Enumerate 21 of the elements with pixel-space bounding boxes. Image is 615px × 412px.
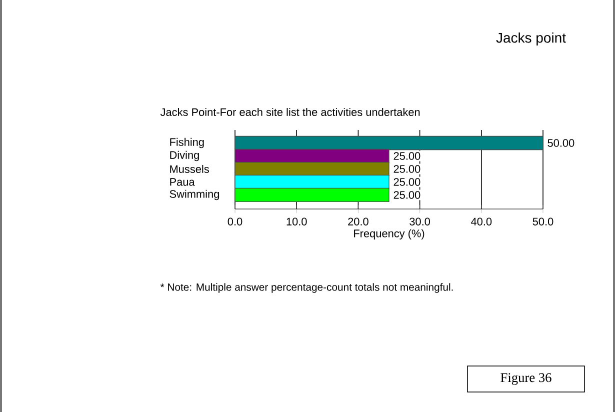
x-axis-title: Frequency (%) bbox=[354, 229, 424, 240]
x-tick-label: 30.0 bbox=[410, 218, 430, 226]
chart-subtitle: Jacks Point-For each site list the activities undertaken bbox=[160, 108, 420, 116]
x-tick-label: 40.0 bbox=[471, 218, 492, 226]
x-tick-label: 50.0 bbox=[532, 218, 554, 226]
data-label: 25.00 bbox=[394, 165, 420, 173]
y-tick-label: Paua bbox=[170, 178, 195, 186]
data-label: 25.00 bbox=[394, 191, 420, 199]
caption: Figure 36 bbox=[500, 373, 552, 385]
x-tick-label: 10.0 bbox=[286, 218, 307, 226]
data-label: 25.00 bbox=[394, 152, 420, 160]
y-tick-label: Swimming bbox=[170, 190, 219, 200]
chart-title: Jacks point bbox=[496, 32, 566, 46]
data-label: 50.00 bbox=[548, 139, 574, 147]
y-tick-label: Diving bbox=[170, 150, 199, 162]
y-tick-label: Fishing bbox=[170, 138, 204, 148]
text: * Note: Multiple answer percentage-count totals not meaningful. bbox=[160, 283, 453, 293]
y-tick-label: Mussels bbox=[170, 164, 209, 173]
x-tick-label: 20.0 bbox=[348, 218, 368, 226]
data-label: 25.00 bbox=[394, 178, 420, 186]
x-tick-label: 0.0 bbox=[228, 218, 242, 226]
